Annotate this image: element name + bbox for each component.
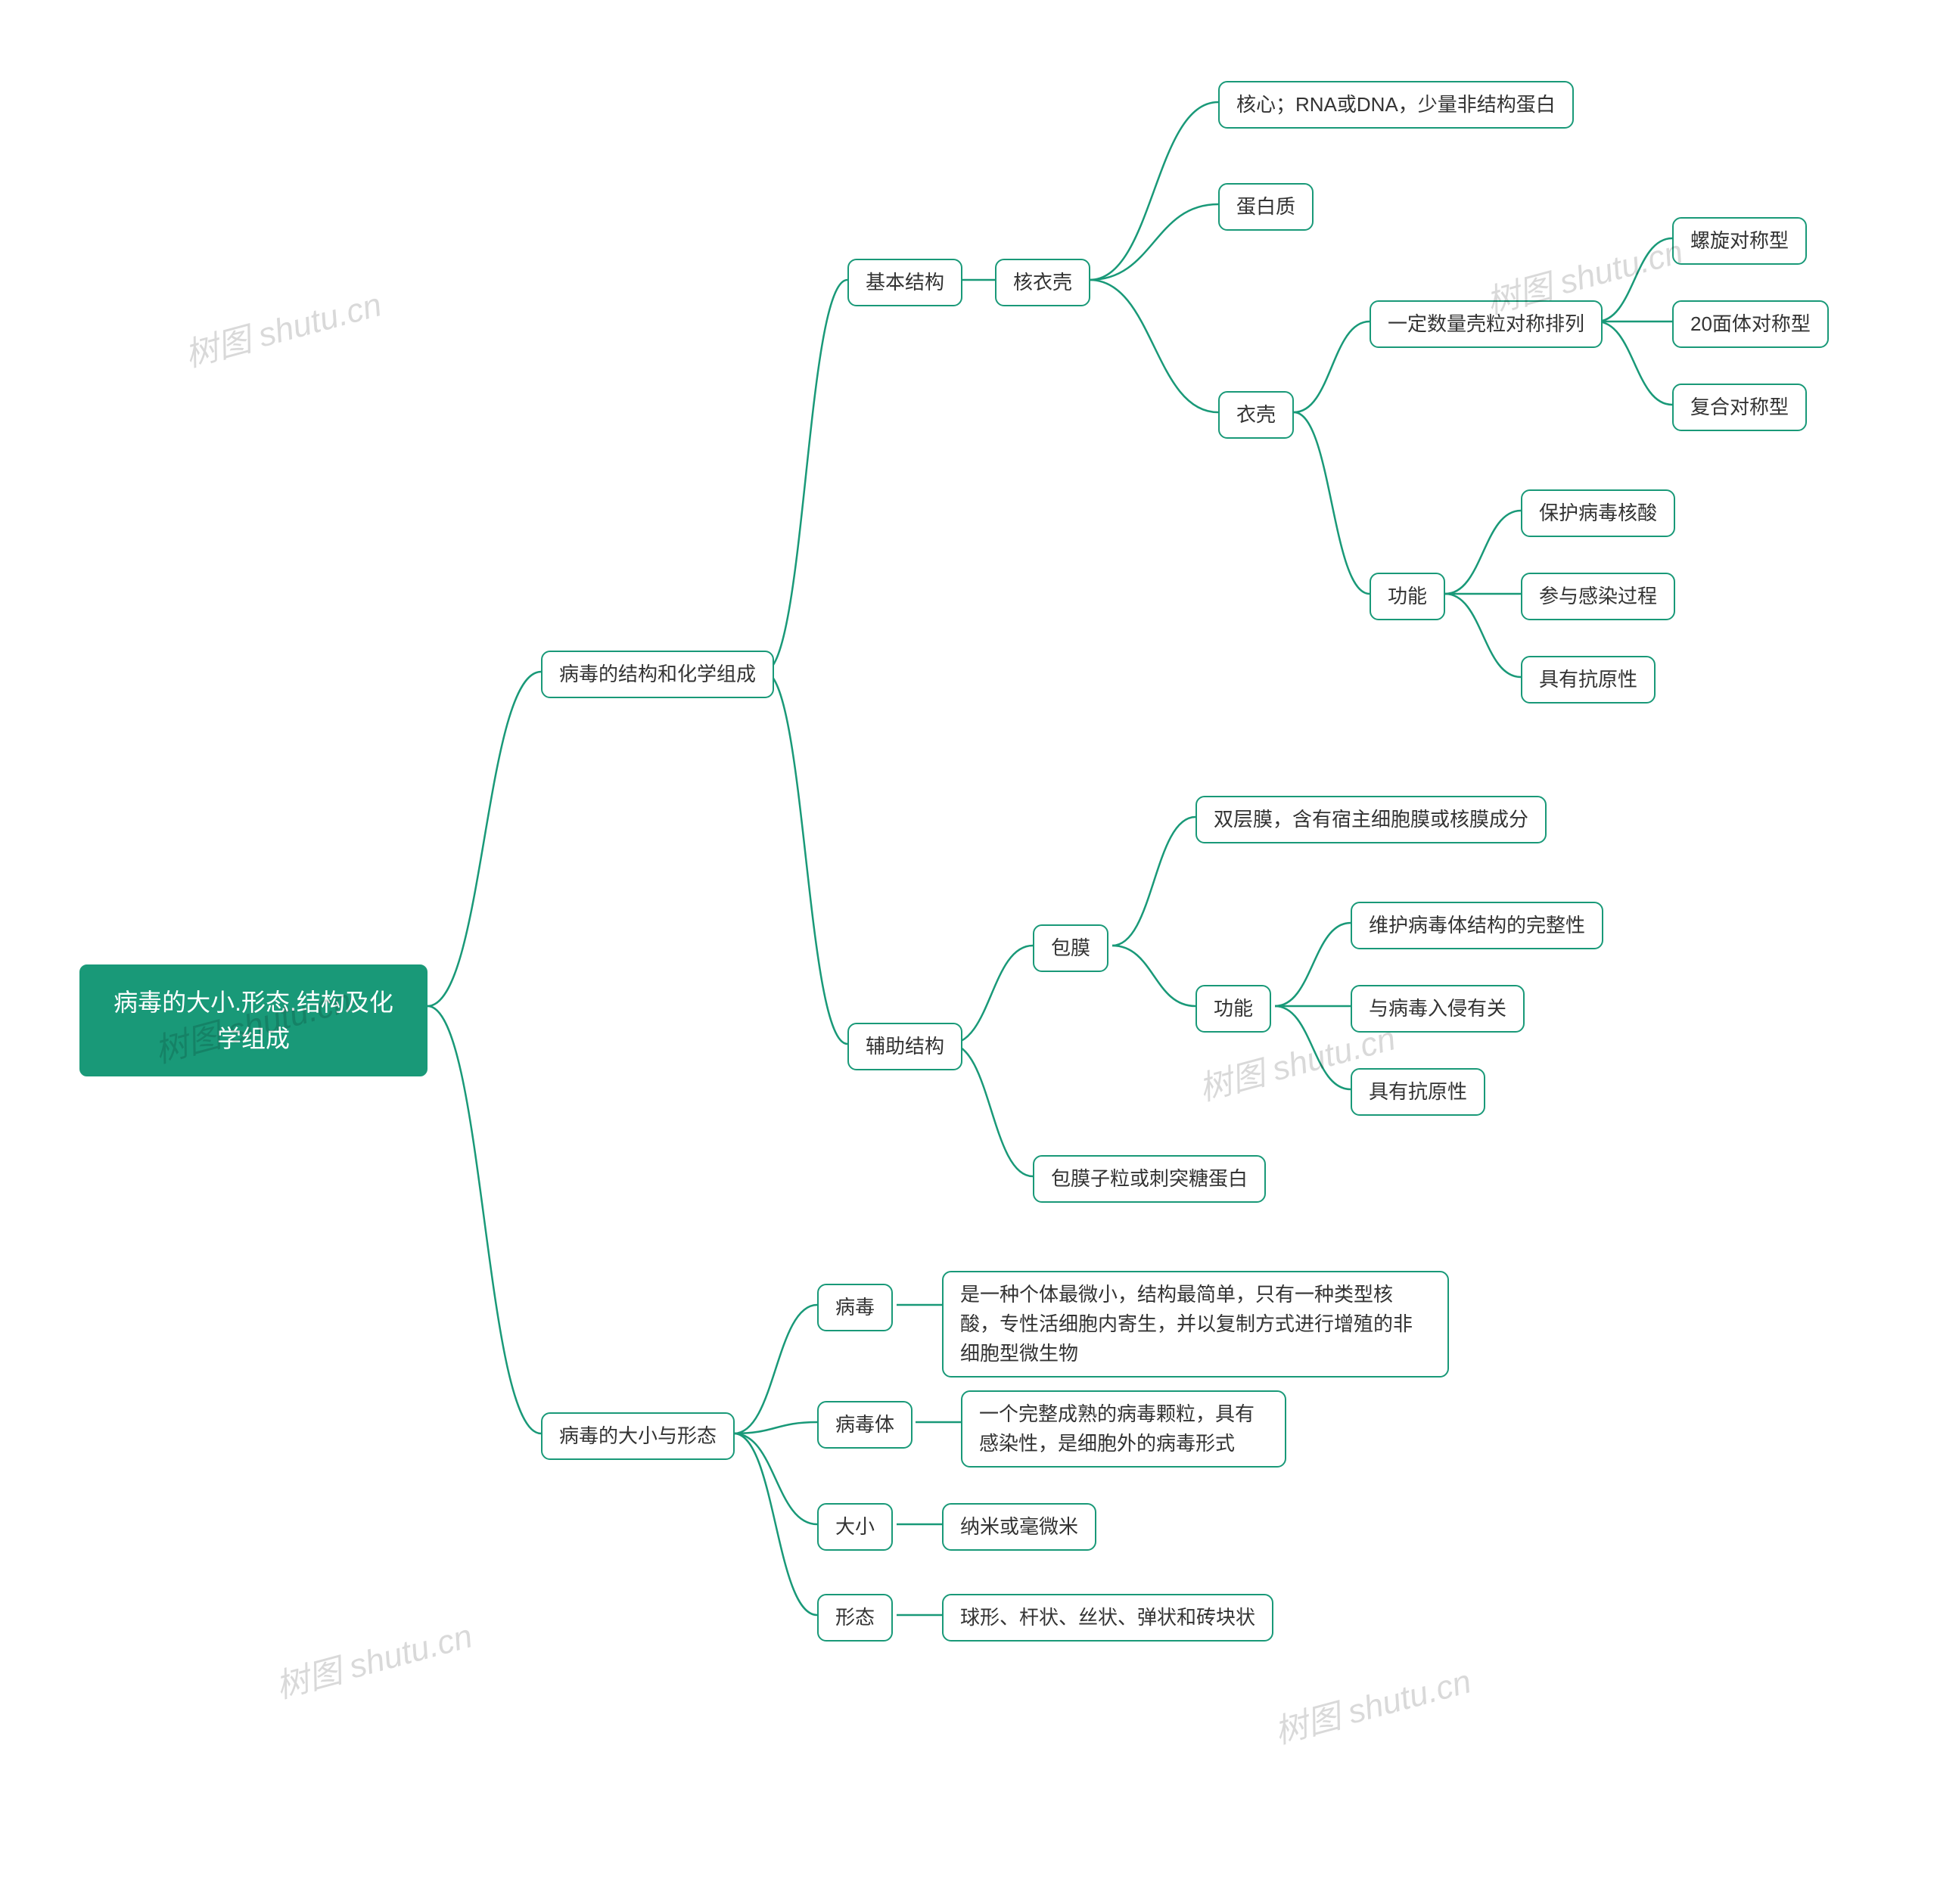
node-envelope: 包膜 — [1033, 924, 1108, 972]
node-protein: 蛋白质 — [1218, 183, 1314, 231]
node-env-integrity: 维护病毒体结构的完整性 — [1351, 902, 1603, 949]
node-morph-def: 球形、杆状、丝状、弹状和砖块状 — [942, 1594, 1273, 1642]
node-size-def: 纳米或毫微米 — [942, 1503, 1096, 1551]
node-virion: 病毒体 — [817, 1401, 913, 1449]
watermark-text: 树图 shutu.cn — [1268, 1654, 1475, 1753]
node-bilayer: 双层膜，含有宿主细胞膜或核膜成分 — [1195, 796, 1547, 843]
node-func-protect: 保护病毒核酸 — [1521, 489, 1675, 537]
node-arrangement: 一定数量壳粒对称排列 — [1370, 300, 1603, 348]
node-core: 核心；RNA或DNA，少量非结构蛋白 — [1218, 81, 1574, 129]
node-size-morph: 病毒的大小与形态 — [541, 1412, 735, 1460]
node-virion-def: 一个完整成熟的病毒颗粒，具有感染性，是细胞外的病毒形式 — [961, 1390, 1286, 1468]
node-structure: 病毒的结构和化学组成 — [541, 651, 774, 698]
watermark-text: 树图 shutu.cn — [269, 1609, 477, 1708]
node-func-infect: 参与感染过程 — [1521, 573, 1675, 620]
node-size: 大小 — [817, 1503, 893, 1551]
node-env-antigen: 具有抗原性 — [1351, 1068, 1485, 1116]
node-env-function: 功能 — [1195, 985, 1271, 1033]
node-helical: 螺旋对称型 — [1672, 217, 1807, 265]
node-virus-def: 是一种个体最微小，结构最简单，只有一种类型核酸，专性活细胞内寄生，并以复制方式进… — [942, 1271, 1449, 1378]
node-basic: 基本结构 — [847, 259, 962, 306]
node-complex: 复合对称型 — [1672, 384, 1807, 431]
node-func-antigen: 具有抗原性 — [1521, 656, 1656, 704]
watermark-text: 树图 shutu.cn — [179, 278, 386, 377]
node-nucleocapsid: 核衣壳 — [995, 259, 1090, 306]
node-capsid-function: 功能 — [1370, 573, 1445, 620]
node-spike: 包膜子粒或刺突糖蛋白 — [1033, 1155, 1266, 1203]
root-node: 病毒的大小.形态.结构及化 学组成 — [79, 964, 428, 1076]
node-morph: 形态 — [817, 1594, 893, 1642]
node-aux: 辅助结构 — [847, 1023, 962, 1070]
node-virus: 病毒 — [817, 1284, 893, 1331]
node-icosa: 20面体对称型 — [1672, 300, 1829, 348]
node-env-invasion: 与病毒入侵有关 — [1351, 985, 1525, 1033]
node-capsid: 衣壳 — [1218, 391, 1294, 439]
